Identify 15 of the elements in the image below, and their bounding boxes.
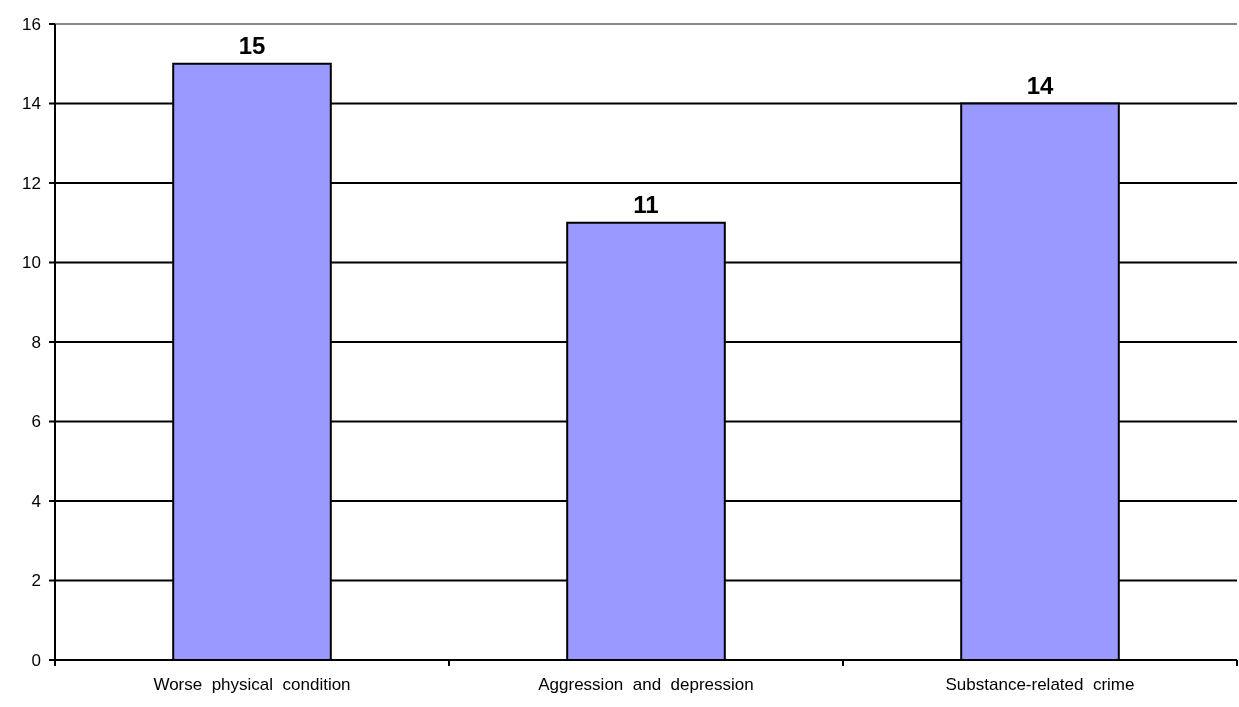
data-label: 15: [238, 31, 266, 59]
y-tick-label: 4: [31, 491, 41, 511]
y-tick-label: 6: [31, 412, 41, 432]
data-label: 14: [1026, 71, 1054, 99]
y-tick-label: 16: [22, 14, 41, 34]
x-tick-label: Worse physical condition: [153, 675, 351, 694]
x-tick-label: Substance-related crime: [945, 675, 1135, 694]
y-tick-label: 8: [31, 332, 41, 352]
y-tick-label: 14: [22, 94, 41, 114]
y-tick-label: 12: [22, 173, 41, 193]
y-tick-label: 2: [31, 571, 41, 591]
data-label: 11: [633, 190, 659, 218]
x-tick-label: Aggression and depression: [538, 675, 754, 694]
y-tick-label: 0: [31, 650, 41, 670]
y-tick-label: 10: [22, 253, 41, 273]
